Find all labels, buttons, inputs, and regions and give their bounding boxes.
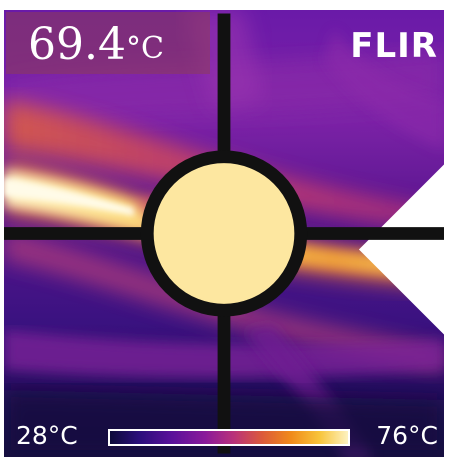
spot-temperature-box: 69.4°C bbox=[6, 12, 210, 74]
spot-temperature-unit: °C bbox=[125, 31, 164, 66]
flir-brand-name: FLIR bbox=[350, 26, 438, 66]
flir-brand: FLIR bbox=[346, 26, 444, 335]
thermal-image: 69.4°C FLIR 28°C 76°C bbox=[4, 10, 444, 457]
flir-diamond-logo-icon bbox=[359, 164, 444, 335]
scale-max-label: 76°C bbox=[376, 421, 438, 450]
spot-meter-crosshair-icon bbox=[4, 13, 444, 454]
temperature-scale: 28°C 76°C bbox=[4, 417, 444, 457]
color-scale-bar bbox=[108, 429, 350, 446]
scale-min-label: 28°C bbox=[16, 421, 78, 450]
spot-temperature-readout: 69.4°C bbox=[28, 20, 164, 70]
spot-temperature-value: 69.4 bbox=[28, 19, 126, 70]
